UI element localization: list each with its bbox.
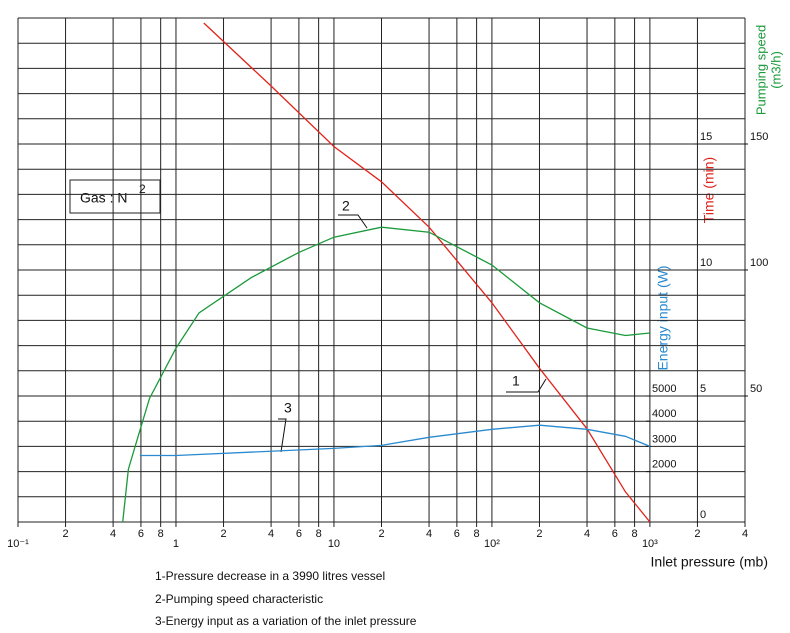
leader (278, 418, 287, 453)
caption: 3-Energy input as a variation of the inl… (155, 614, 417, 628)
y-tick-label: 15 (700, 131, 712, 143)
x-tick-label: 8 (158, 528, 164, 540)
x-tick-label: 4 (426, 528, 432, 540)
x-tick-label: 8 (316, 528, 322, 540)
y-axis-unit: (m3/h) (768, 51, 783, 89)
x-tick-label: 4 (268, 528, 274, 540)
x-tick-label: 6 (612, 528, 618, 540)
y-tick-label: 5000 (652, 383, 676, 395)
y-tick-label: 0 (700, 509, 706, 521)
y-tick-label: 2000 (652, 459, 676, 471)
series-label: 1 (512, 373, 520, 389)
x-tick-label: 4 (584, 528, 590, 540)
y-tick-label: 5 (700, 383, 706, 395)
series-label: 3 (284, 400, 292, 416)
gas-label: Gas : N (80, 190, 127, 206)
x-tick-label: 2 (536, 528, 542, 540)
x-tick-label: 4 (110, 528, 116, 540)
x-tick-label: 10⁻¹ (7, 538, 29, 550)
x-tick-label: 4 (742, 528, 748, 540)
gas-box (69, 179, 161, 214)
x-tick-label: 6 (138, 528, 144, 540)
x-tick-label: 6 (296, 528, 302, 540)
x-tick-label: 10 (328, 538, 340, 550)
leader (338, 214, 368, 229)
y2-axis-title: Time (min) (701, 157, 717, 223)
x-tick-label: 8 (632, 528, 638, 540)
y-tick-label: 3000 (652, 433, 676, 445)
series-line (139, 424, 651, 457)
caption: 1-Pressure decrease in a 3990 litres ves… (155, 569, 385, 583)
gas-sub: 2 (139, 182, 146, 196)
leader (506, 378, 547, 393)
x-tick-label: 2 (62, 528, 68, 540)
caption: 2-Pumping speed characteristic (155, 592, 323, 606)
y-tick-label: 10 (700, 257, 712, 269)
x-tick-label: 8 (474, 528, 480, 540)
x-tick-label: 6 (454, 528, 460, 540)
x-tick-label: 2 (378, 528, 384, 540)
series-label: 2 (342, 198, 350, 214)
y-tick-label: 100 (750, 257, 768, 269)
x-axis-title: Inlet pressure (mb) (651, 554, 768, 570)
y-tick-label: 150 (750, 131, 768, 143)
y-axis-title: Pumping speed (753, 25, 768, 115)
y-tick-label: 4000 (652, 408, 676, 420)
x-tick-label: 2 (220, 528, 226, 540)
x-tick-label: 2 (694, 528, 700, 540)
x-tick-label: 1 (173, 538, 179, 550)
series-line (203, 22, 651, 523)
x-tick-label: 10² (484, 538, 500, 550)
y3-axis-title: Energy input (W) (655, 265, 671, 370)
x-tick-label: 10³ (642, 538, 658, 550)
y-tick-label: 50 (750, 383, 762, 395)
series-line (122, 226, 650, 523)
